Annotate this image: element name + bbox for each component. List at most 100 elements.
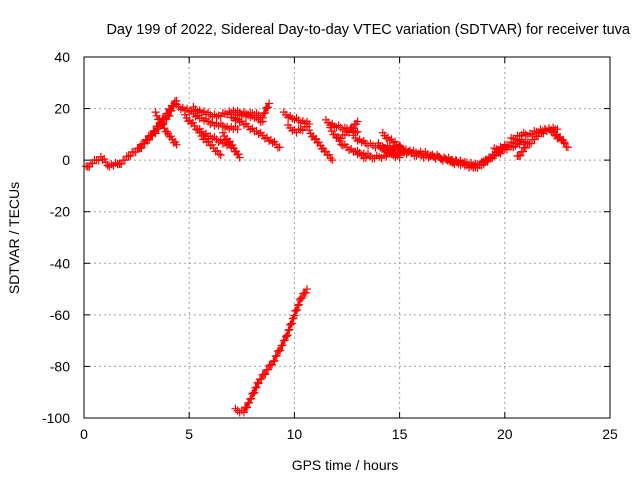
series-arc-13 <box>284 121 312 137</box>
data-point <box>202 138 211 147</box>
x-tick-label: 15 <box>392 426 408 442</box>
data-point <box>207 140 216 149</box>
data-point <box>233 125 242 134</box>
data-point <box>291 307 300 316</box>
data-point <box>124 152 133 161</box>
data-point <box>305 126 314 135</box>
data-point <box>249 389 258 398</box>
data-point <box>516 151 525 160</box>
data-point <box>563 143 572 152</box>
data-point <box>117 159 126 168</box>
data-point <box>265 99 274 108</box>
x-tick-label: 5 <box>185 426 193 442</box>
series-arc-30 <box>231 285 312 417</box>
data-point <box>287 319 296 328</box>
data-point <box>215 150 224 159</box>
y-axis-label: SDTVAR / TECUs <box>6 182 22 294</box>
data-point <box>382 134 391 143</box>
data-point <box>228 140 237 149</box>
data-point <box>275 143 284 152</box>
data-point <box>258 113 267 122</box>
data-point <box>534 132 543 141</box>
data-point <box>559 135 568 144</box>
y-tick-label: 40 <box>54 49 70 65</box>
data-point <box>276 346 285 355</box>
data-point <box>326 154 335 163</box>
data-point <box>294 301 303 310</box>
data-point <box>301 288 310 297</box>
data-point <box>137 143 146 152</box>
y-tick-label: -80 <box>50 358 70 374</box>
data-point <box>314 138 323 147</box>
data-point <box>264 365 273 374</box>
data-point <box>159 120 168 129</box>
data-point <box>284 326 293 335</box>
data-point <box>345 128 354 137</box>
data-point <box>243 403 252 412</box>
data-point <box>294 300 303 309</box>
y-tick-label: -40 <box>50 255 70 271</box>
data-point <box>161 113 170 122</box>
data-point <box>126 151 135 160</box>
series-arc-14 <box>305 126 337 165</box>
data-point <box>281 332 290 341</box>
data-point <box>254 379 263 388</box>
y-tick-label: 0 <box>62 152 70 168</box>
data-point <box>521 144 530 153</box>
data-point <box>349 124 358 133</box>
data-point <box>353 127 362 136</box>
data-point <box>292 306 301 315</box>
series-arc-28 <box>513 123 562 160</box>
y-tick-label: -60 <box>50 307 70 323</box>
data-point <box>155 115 164 124</box>
series-arc-12 <box>279 108 314 129</box>
data-point <box>280 336 289 345</box>
data-point <box>235 153 244 162</box>
x-tick-label: 25 <box>602 426 618 442</box>
data-point <box>216 150 225 159</box>
data-point <box>285 325 294 334</box>
data-point <box>234 150 243 159</box>
series-arc-7 <box>180 110 236 152</box>
data-point <box>166 106 175 115</box>
plot-area <box>82 96 572 417</box>
data-point <box>293 305 302 314</box>
axis-ticks: 0 5 10 15 20 25 -100 -80 -60 -40 -20 0 20 40 <box>42 49 618 442</box>
series-arc-17 <box>332 117 362 143</box>
data-point <box>328 156 337 165</box>
y-tick-label: -20 <box>50 204 70 220</box>
data-point <box>268 138 277 147</box>
data-point <box>147 131 156 140</box>
data-point <box>151 126 160 135</box>
data-point <box>270 356 279 365</box>
data-point <box>166 132 175 141</box>
x-tick-label: 20 <box>497 426 513 442</box>
data-point <box>286 320 295 329</box>
data-point <box>151 108 160 117</box>
data-point <box>239 408 248 417</box>
data-point <box>527 139 536 148</box>
data-point <box>204 137 213 146</box>
data-point <box>257 374 266 383</box>
series-arc-9 <box>218 128 244 162</box>
data-point <box>264 103 273 112</box>
data-point <box>218 128 227 137</box>
data-point <box>297 294 306 303</box>
data-point <box>250 388 259 397</box>
data-point <box>290 311 299 320</box>
data-point <box>120 156 129 165</box>
y-tick-label: 20 <box>54 101 70 117</box>
data-point <box>260 108 269 117</box>
data-point <box>325 150 334 159</box>
series-arc-8 <box>195 128 225 159</box>
series-arc-4 <box>151 108 181 149</box>
data-point <box>172 140 181 149</box>
data-point <box>265 137 274 146</box>
data-point <box>303 285 312 294</box>
data-point <box>389 138 398 147</box>
data-point <box>195 128 204 137</box>
data-point <box>353 117 362 126</box>
x-tick-label: 10 <box>287 426 303 442</box>
